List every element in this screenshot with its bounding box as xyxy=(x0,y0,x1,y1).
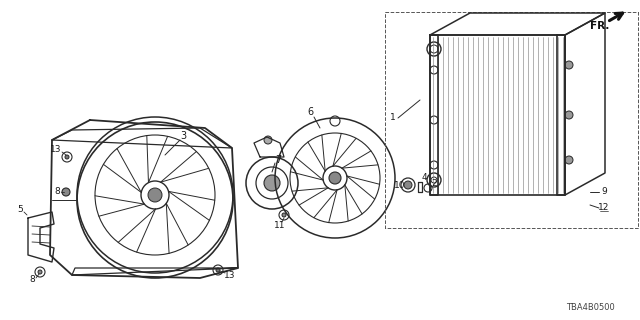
Circle shape xyxy=(404,181,412,189)
Text: 13: 13 xyxy=(51,146,61,155)
Text: 12: 12 xyxy=(598,204,610,212)
Circle shape xyxy=(148,188,162,202)
Text: 1: 1 xyxy=(390,114,396,123)
Text: 2: 2 xyxy=(431,180,437,188)
Circle shape xyxy=(565,111,573,119)
Circle shape xyxy=(62,188,70,196)
Text: 3: 3 xyxy=(180,131,186,141)
Text: 5: 5 xyxy=(17,205,23,214)
Circle shape xyxy=(65,155,69,159)
Text: TBA4B0500: TBA4B0500 xyxy=(566,302,614,311)
Circle shape xyxy=(565,156,573,164)
Text: 9: 9 xyxy=(601,188,607,196)
Circle shape xyxy=(565,61,573,69)
Circle shape xyxy=(216,268,220,272)
Text: 8: 8 xyxy=(54,188,60,196)
Text: 7: 7 xyxy=(275,155,281,165)
Text: 10: 10 xyxy=(394,180,406,189)
Text: 8: 8 xyxy=(29,276,35,284)
Circle shape xyxy=(282,213,286,217)
Circle shape xyxy=(329,172,341,184)
Text: 13: 13 xyxy=(224,270,236,279)
Text: 4: 4 xyxy=(421,173,427,182)
Circle shape xyxy=(264,175,280,191)
Text: 6: 6 xyxy=(307,107,313,117)
Circle shape xyxy=(38,270,42,274)
Text: 11: 11 xyxy=(275,220,285,229)
Circle shape xyxy=(264,136,272,144)
Text: FR.: FR. xyxy=(590,21,610,31)
